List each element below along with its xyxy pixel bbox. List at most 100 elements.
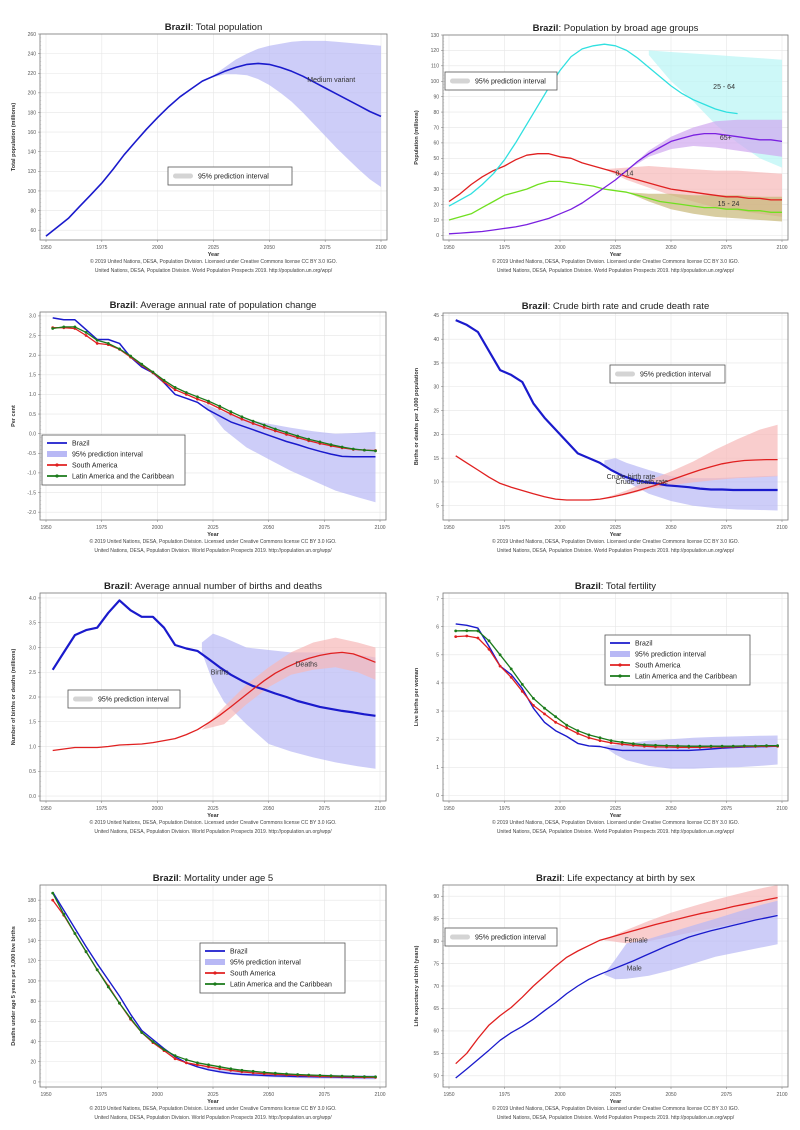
data-point xyxy=(73,932,77,935)
data-point xyxy=(273,1071,277,1075)
data-point xyxy=(643,743,646,747)
data-point xyxy=(351,447,355,451)
x-tick-label: 1950 xyxy=(40,525,51,531)
data-point xyxy=(465,634,469,638)
data-point xyxy=(95,968,99,972)
legend: 95% prediction interval xyxy=(444,927,558,947)
data-point xyxy=(720,744,724,748)
y-tick-label: 30 xyxy=(433,187,439,193)
series-line-south-america xyxy=(455,635,778,748)
x-tick-label: 2000 xyxy=(554,1092,565,1098)
data-point xyxy=(709,744,713,748)
series-line-0-14 xyxy=(448,153,782,203)
prediction-band xyxy=(604,900,778,980)
data-point xyxy=(173,388,177,392)
data-point xyxy=(240,415,244,419)
chart-panel-births-and-deaths: Brazil: Average annual number of births … xyxy=(0,560,400,840)
data-point xyxy=(207,1065,210,1069)
data-point xyxy=(218,407,222,410)
x-tick-label: 2100 xyxy=(375,245,386,251)
data-point xyxy=(285,431,288,434)
y-axis-label: Number of births or deaths (millions) xyxy=(11,649,17,746)
series-annotation: 0 - 14 xyxy=(616,170,634,177)
legend-label: South America xyxy=(635,662,681,669)
data-point xyxy=(565,723,569,727)
chart-title-country: Brazil xyxy=(522,301,548,312)
legend: 95% prediction interval xyxy=(67,689,181,709)
y-tick-label: 60 xyxy=(433,141,439,147)
y-tick-label: 200 xyxy=(28,91,37,97)
x-tick-label: 2050 xyxy=(665,1092,676,1098)
y-tick-label: 20 xyxy=(433,202,439,208)
data-point xyxy=(184,391,188,394)
legend-label: Latin America and the Caribbean xyxy=(635,673,737,680)
data-point xyxy=(51,891,55,895)
x-tick-label: 2050 xyxy=(263,525,274,531)
y-tick-label: 2.5 xyxy=(29,670,36,676)
x-tick-label: 2075 xyxy=(721,525,732,531)
chart-svg-rate-of-population-change: Brazil: Average annual rate of populatio… xyxy=(11,300,387,554)
data-point xyxy=(329,443,333,446)
data-point xyxy=(754,744,757,748)
y-tick-label: 40 xyxy=(30,1039,36,1045)
series-line-brazil xyxy=(455,623,778,752)
series-line-male xyxy=(455,914,778,1079)
x-tick-label: 2000 xyxy=(152,525,163,531)
legend-swatch-band xyxy=(173,173,193,179)
series-line-crude-death-rate xyxy=(455,455,778,501)
chart-title-country: Brazil xyxy=(533,23,559,34)
data-point xyxy=(587,733,591,737)
data-point xyxy=(251,419,255,423)
data-point xyxy=(62,325,66,329)
data-point xyxy=(184,1061,188,1065)
data-point xyxy=(687,744,691,748)
footer-source: United Nations, DESA, Population Divisio… xyxy=(497,548,735,554)
y-tick-label: 140 xyxy=(28,150,37,156)
y-tick-label: 70 xyxy=(433,125,439,131)
data-point xyxy=(609,739,613,742)
y-tick-label: 3.5 xyxy=(29,621,36,627)
footer-source: United Nations, DESA, Population Divisio… xyxy=(94,1115,332,1121)
x-tick-label: 1975 xyxy=(499,806,510,812)
y-axis-label: Births or deaths per 1,000 population xyxy=(414,367,420,465)
chart-panel-crude-birth-death-rate: Brazil: Crude birth rate and crude death… xyxy=(400,290,800,570)
legend-box xyxy=(609,364,726,384)
data-point xyxy=(776,744,779,747)
x-tick-label: 1975 xyxy=(96,806,107,812)
legend-swatch-band xyxy=(450,934,470,940)
x-tick-label: 2025 xyxy=(610,1092,621,1098)
data-point xyxy=(487,647,491,651)
y-tick-label: 100 xyxy=(28,189,37,195)
y-tick-label: 35 xyxy=(433,361,439,367)
data-point xyxy=(173,1057,177,1061)
footer-source: United Nations, DESA, Population Divisio… xyxy=(94,829,332,835)
footer-license: © 2019 United Nations, DESA, Population … xyxy=(492,258,739,265)
y-tick-label: 1 xyxy=(436,765,439,771)
x-axis-label: Year xyxy=(610,1099,622,1105)
x-tick-label: 2100 xyxy=(374,525,385,531)
data-point xyxy=(262,426,266,429)
y-tick-label: 80 xyxy=(433,110,439,116)
y-tick-label: 1.0 xyxy=(29,392,36,398)
data-point xyxy=(162,378,166,382)
series-annotation: Births xyxy=(211,670,229,677)
data-point xyxy=(476,629,480,633)
y-tick-label: 4 xyxy=(436,681,439,687)
series-line-latin-america-and-the-caribbean xyxy=(52,892,376,1078)
y-tick-label: 5 xyxy=(436,653,439,659)
x-tick-label: 2100 xyxy=(776,245,787,251)
footer-source: United Nations, DESA, Population Divisio… xyxy=(497,829,735,835)
x-tick-label: 1975 xyxy=(96,245,107,251)
chart-panel-under-5-mortality: Brazil: Mortality under age 5 0 20 40 60 80 10… xyxy=(0,835,400,1121)
chart-title: Brazil: Total fertility xyxy=(575,581,656,592)
x-tick-label: 2050 xyxy=(263,1092,274,1098)
legend: Brazil 95% prediction interval South Ameri… xyxy=(199,942,346,994)
chart-panel-total-population: Brazil: Total population 60 80 100 120 140 160… xyxy=(0,0,400,280)
chart-title: Brazil: Mortality under age 5 xyxy=(153,873,273,884)
data-point xyxy=(95,342,99,345)
data-point xyxy=(240,417,244,421)
y-tick-label: 50 xyxy=(433,156,439,162)
x-tick-label: 1975 xyxy=(499,525,510,531)
y-tick-label: 3.0 xyxy=(29,645,36,651)
y-tick-label: 80 xyxy=(30,999,36,1005)
